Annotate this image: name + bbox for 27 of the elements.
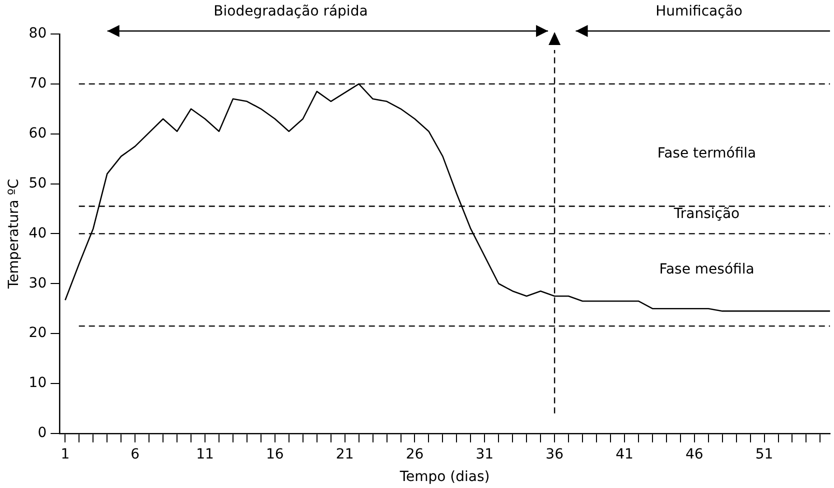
y-tick-label: 30 [28,275,47,292]
y-tick-label: 70 [28,76,47,92]
text: Biodegradação rápida [214,4,368,20]
y-axis-title: Temperatura ºC [6,178,22,290]
y-tick-label: 20 [28,325,47,342]
x-tick-label: 21 [336,446,354,462]
y-tick-label: 80 [28,26,47,42]
y-tick-label: 10 [28,375,47,392]
x-tick-label: 51 [755,446,774,462]
annotation: Fase termófila [657,145,756,162]
y-tick-label: 50 [28,175,47,192]
x-tick-label: 36 [546,446,564,462]
y-tick-label: 60 [28,125,47,142]
x-tick-label: 26 [406,446,424,462]
x-tick-label: 46 [685,446,704,462]
x-tick-label: 31 [476,446,494,462]
x-tick-label: 41 [616,446,634,462]
annotation: Transição [672,206,740,222]
x-tick-label: 6 [130,446,140,462]
x-tick-label: 11 [196,446,214,462]
x-tick-label: 16 [266,446,284,462]
y-tick-label: 0 [38,425,47,442]
text: Humificação [656,4,742,20]
y-tick-label: 40 [28,225,47,242]
annotation: Fase mesófila [659,261,754,278]
x-axis-title: Tempo (dias) [398,469,490,486]
x-tick-label: 1 [60,446,70,462]
